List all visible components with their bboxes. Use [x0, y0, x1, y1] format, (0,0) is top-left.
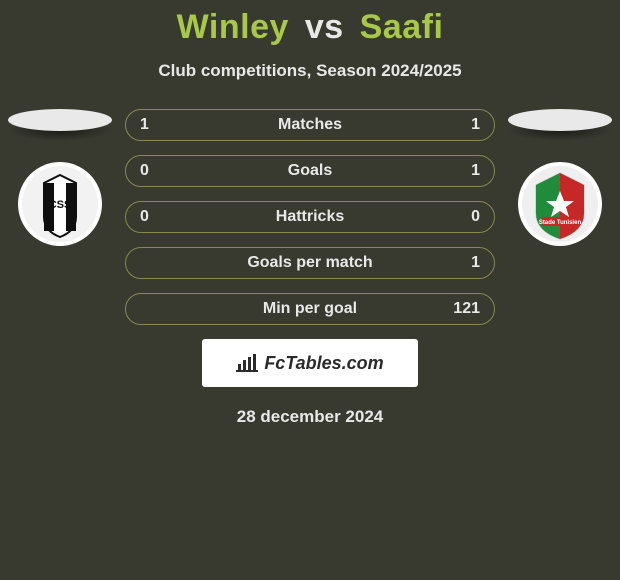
stat-row-min-per-goal: Min per goal 121: [125, 293, 495, 325]
stat-right-value: 1: [471, 162, 480, 180]
player1-name: Winley: [177, 8, 289, 46]
stat-label: Goals: [288, 162, 332, 180]
stat-label: Min per goal: [263, 300, 357, 318]
stat-right-value: 0: [471, 208, 480, 226]
stat-label: Hattricks: [276, 208, 344, 226]
vs-text: vs: [305, 8, 344, 46]
page-title: Winley vs Saafi: [0, 8, 620, 47]
comparison-card: Winley vs Saafi Club competitions, Seaso…: [0, 0, 620, 427]
stat-left-value: 0: [140, 162, 149, 180]
brand-text: FcTables.com: [264, 353, 383, 374]
stat-left-value: 1: [140, 116, 149, 134]
stat-label: Goals per match: [247, 254, 372, 272]
stat-left-value: 0: [140, 208, 149, 226]
stat-row-matches: 1 Matches 1: [125, 109, 495, 141]
svg-text:Stade Tunisien: Stade Tunisien: [539, 220, 582, 226]
oval-left: [8, 109, 112, 131]
team-badge-left: CSS: [10, 161, 110, 247]
stat-right-value: 121: [453, 300, 480, 318]
stat-row-hattricks: 0 Hattricks 0: [125, 201, 495, 233]
team-badge-right: Stade Tunisien: [510, 161, 610, 247]
brand-box[interactable]: FcTables.com: [202, 339, 418, 387]
svg-text:CSS: CSS: [49, 199, 72, 211]
stat-row-goals-per-match: Goals per match 1: [125, 247, 495, 279]
stat-right-value: 1: [471, 254, 480, 272]
stat-right-value: 1: [471, 116, 480, 134]
bar-chart-icon: [236, 354, 258, 372]
date-text: 28 december 2024: [0, 407, 620, 427]
stat-label: Matches: [278, 116, 342, 134]
player2-name: Saafi: [360, 8, 444, 46]
subtitle: Club competitions, Season 2024/2025: [0, 61, 620, 81]
stat-rows: 1 Matches 1 0 Goals 1 0 Hattricks 0 Goal…: [125, 109, 495, 325]
stat-row-goals: 0 Goals 1: [125, 155, 495, 187]
compare-area: CSS Stade Tunisien 1 Matches 1 0: [0, 109, 620, 427]
oval-right: [508, 109, 612, 131]
